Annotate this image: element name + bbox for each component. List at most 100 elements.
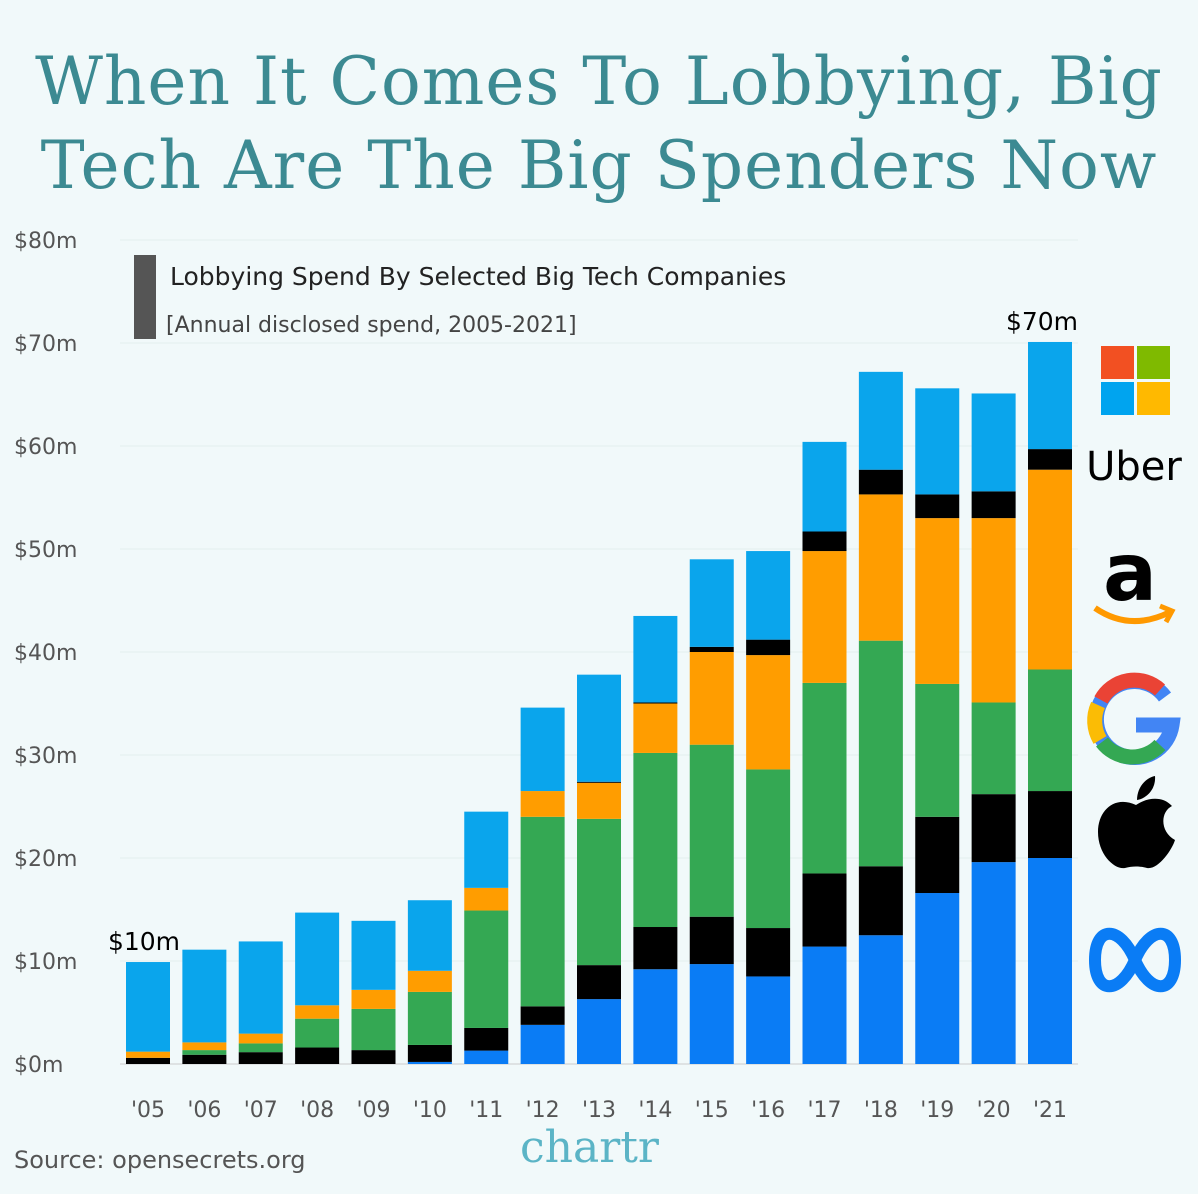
- bar-segment-google: [1028, 669, 1072, 792]
- bar-segment-amazon: [746, 655, 791, 770]
- bar-segment-microsoft: [407, 900, 452, 971]
- x-tick-label: '13: [582, 1098, 616, 1123]
- bar-segment-amazon: [238, 1033, 283, 1044]
- bar-segment-microsoft: [464, 811, 509, 888]
- chart-subtitle: [Annual disclosed spend, 2005-2021]: [166, 313, 577, 338]
- brand-logo: chartr: [520, 1122, 659, 1173]
- bar-segment-google: [577, 818, 621, 966]
- bar-segment-meta: [971, 862, 1016, 1064]
- x-tick-label: '10: [413, 1098, 447, 1123]
- amazon-logo: a: [1093, 526, 1176, 624]
- bar-segment-apple: [802, 873, 847, 947]
- bar-segment-apple: [182, 1054, 227, 1064]
- legend-marker: [134, 255, 156, 339]
- bar-segment-amazon: [182, 1042, 227, 1051]
- bar-segment-apple: [407, 1044, 452, 1062]
- x-tick-label: '19: [920, 1098, 954, 1123]
- uber-logo: Uber: [1086, 444, 1182, 490]
- x-tick-label: '11: [469, 1098, 503, 1123]
- bar-segment-microsoft: [1028, 341, 1072, 450]
- bar-segment-microsoft: [633, 615, 678, 703]
- bar-segment-google: [520, 816, 565, 1007]
- y-tick-label: $70m: [14, 332, 77, 357]
- bar-segment-amazon: [464, 887, 509, 911]
- bar-segment-meta: [407, 1061, 452, 1064]
- bar-segment-google: [351, 1008, 396, 1051]
- bar-segment-microsoft: [520, 707, 565, 792]
- bar-segment-microsoft: [182, 949, 227, 1043]
- bar-segment-uber: [577, 781, 621, 783]
- total-annotation: $10m: [108, 927, 180, 956]
- bar-segment-uber: [802, 531, 847, 552]
- bar-segment-google: [915, 683, 960, 817]
- y-tick-label: $40m: [14, 641, 77, 666]
- bar-segment-apple: [351, 1050, 396, 1064]
- bar-segment-microsoft: [126, 962, 170, 1052]
- bar-segment-apple: [295, 1047, 340, 1064]
- bar-segment-microsoft: [295, 912, 340, 1006]
- bar-segment-amazon: [351, 989, 396, 1009]
- bar-segment-microsoft: [802, 441, 847, 532]
- bar-segment-uber: [971, 491, 1016, 519]
- bar-segment-google: [746, 769, 791, 929]
- bar-segment-meta: [577, 999, 621, 1064]
- chart-title: Lobbying Spend By Selected Big Tech Comp…: [170, 262, 786, 291]
- bar-segment-apple: [746, 928, 791, 977]
- total-annotation: $70m: [1006, 307, 1078, 336]
- bar-segment-uber: [746, 639, 791, 656]
- bar-segment-apple: [126, 1057, 170, 1064]
- bar-segment-amazon: [915, 518, 960, 684]
- x-tick-label: '09: [356, 1098, 390, 1123]
- bar-segment-amazon: [802, 551, 847, 683]
- x-tick-label: '20: [977, 1098, 1011, 1123]
- bar-segment-microsoft: [577, 674, 621, 782]
- bar-segment-amazon: [689, 652, 734, 745]
- bar-segment-apple: [1028, 791, 1072, 858]
- bar-segment-google: [971, 702, 1016, 795]
- bar-segment-uber: [633, 702, 678, 704]
- bar-segment-amazon: [295, 1005, 340, 1019]
- bar-segment-amazon: [633, 703, 678, 753]
- bar-segment-meta: [746, 976, 791, 1064]
- apple-logo: [1098, 776, 1175, 869]
- bar-segment-google: [858, 640, 903, 867]
- y-tick-label: $50m: [14, 538, 77, 563]
- bar-segment-google: [633, 752, 678, 928]
- bar-segment-google: [407, 991, 452, 1045]
- bar-segment-microsoft: [858, 371, 903, 470]
- bar-segment-amazon: [407, 970, 452, 992]
- bar-segment-microsoft: [689, 559, 734, 647]
- bar-segment-google: [464, 910, 509, 1028]
- y-tick-label: $0m: [14, 1053, 63, 1078]
- x-tick-label: '06: [187, 1098, 221, 1123]
- bar-segment-uber: [689, 646, 734, 652]
- bar-segment-meta: [633, 969, 678, 1064]
- bar-segment-microsoft: [746, 551, 791, 640]
- x-tick-label: '16: [751, 1098, 785, 1123]
- bar-segment-google: [238, 1043, 283, 1053]
- meta-logo: [1088, 927, 1182, 993]
- bar-segment-apple: [858, 866, 903, 936]
- x-tick-label: '17: [807, 1098, 841, 1123]
- page-title: When It Comes To Lobbying, Big Tech Are …: [35, 43, 1163, 204]
- bar-segment-meta: [1028, 858, 1072, 1064]
- bar-segment-meta: [464, 1050, 509, 1064]
- bar-segment-amazon: [1028, 469, 1072, 670]
- bar-segment-apple: [915, 816, 960, 894]
- y-tick-label: $80m: [14, 229, 77, 254]
- bar-segment-google: [295, 1018, 340, 1048]
- y-tick-label: $10m: [14, 950, 77, 975]
- bar-segment-amazon: [971, 518, 1016, 703]
- bar-segment-meta: [858, 935, 903, 1064]
- bar-segment-amazon: [126, 1051, 170, 1058]
- google-logo: [1087, 672, 1181, 765]
- bar-segment-google: [802, 682, 847, 874]
- bar-segment-meta: [689, 964, 734, 1064]
- x-tick-label: '05: [131, 1098, 165, 1123]
- bar-segment-microsoft: [971, 393, 1016, 492]
- bar-segment-apple: [689, 916, 734, 965]
- bar-segment-apple: [577, 965, 621, 1000]
- source-note: Source: opensecrets.org: [14, 1146, 306, 1174]
- y-tick-label: $20m: [14, 847, 77, 872]
- bar-segment-apple: [520, 1006, 565, 1025]
